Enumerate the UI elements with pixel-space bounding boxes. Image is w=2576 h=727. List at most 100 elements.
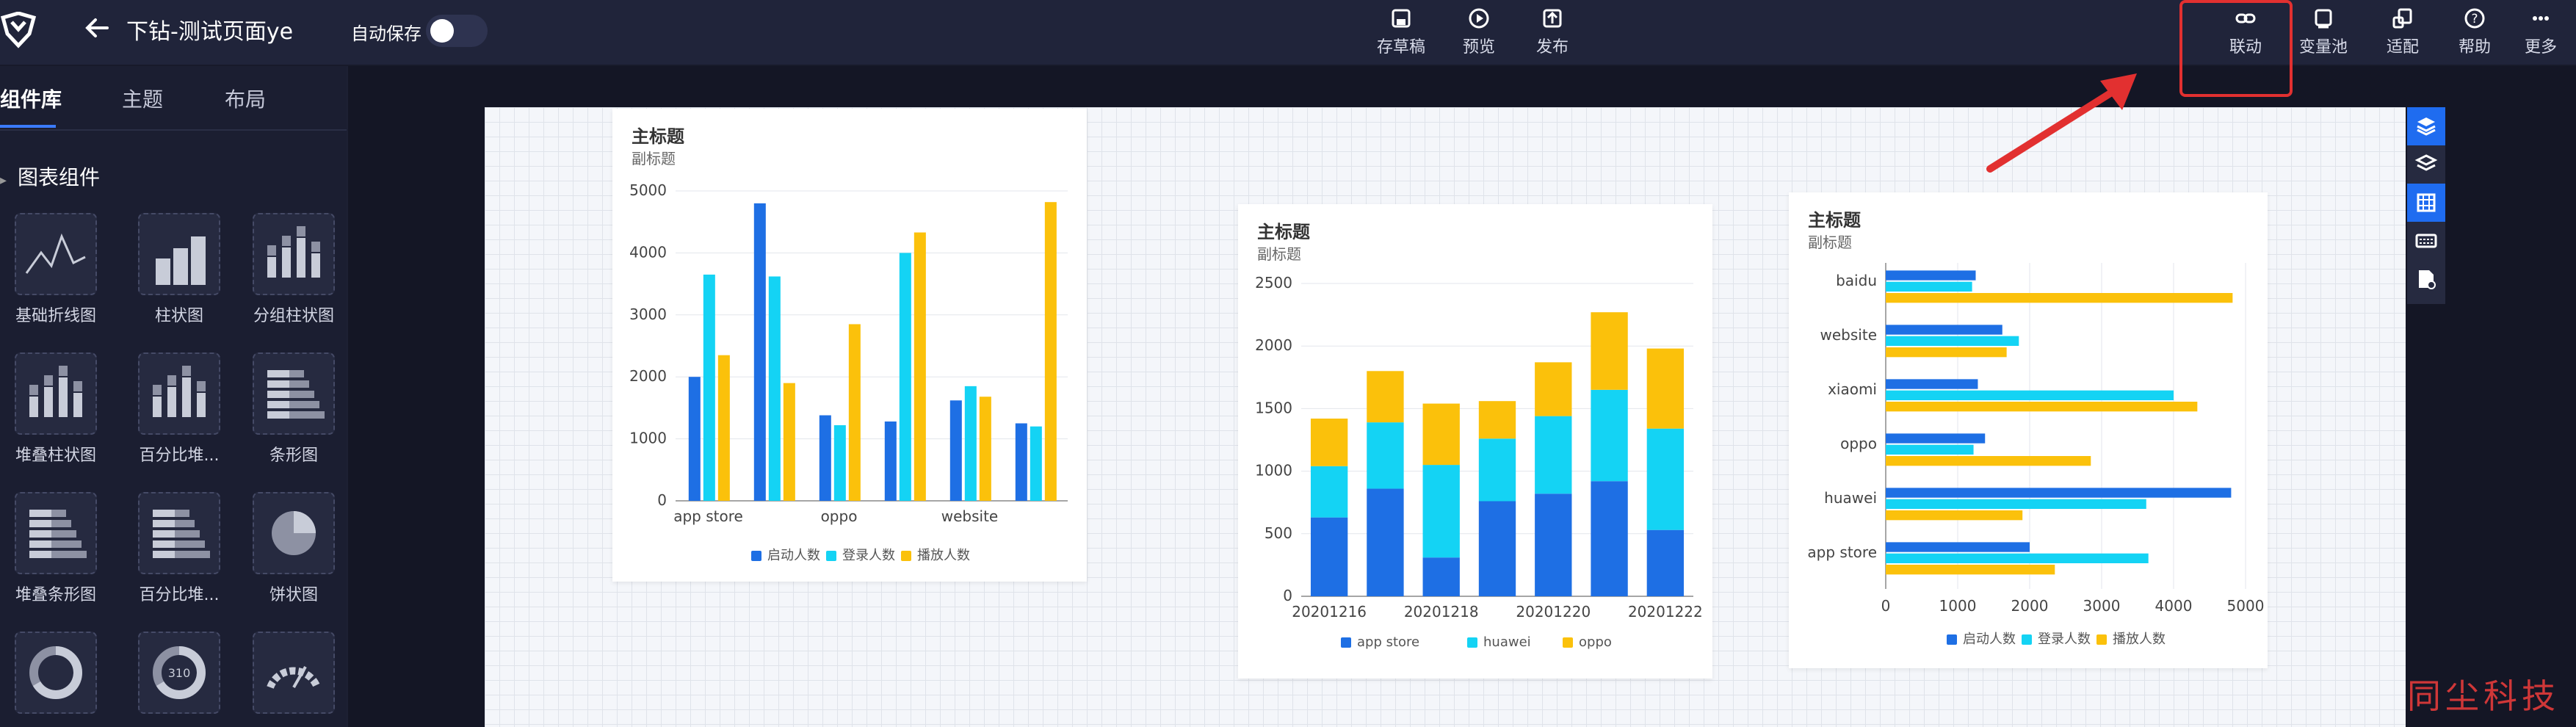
settings-button[interactable]	[2407, 260, 2445, 298]
x-tick-label: website	[941, 507, 998, 525]
component-label: 百分比堆...	[139, 586, 220, 604]
legend-label: huawei	[1483, 634, 1531, 650]
autosave-toggle[interactable]	[426, 15, 488, 47]
save-draft-button[interactable]: 存草稿	[1366, 6, 1436, 57]
document-gear-icon	[2419, 270, 2436, 289]
component-bar-chart[interactable]: 柱状图	[120, 213, 238, 326]
watermark-text: 同尘科技	[2407, 676, 2560, 716]
chart-card-3[interactable]: 主标题 副标题 0 1000 2000 3000 4000 5000 baidu websit…	[1789, 192, 2268, 668]
active-tab-indicator	[0, 125, 56, 128]
bar	[913, 232, 926, 501]
component-label: 基础折线图	[15, 307, 96, 325]
publish-button[interactable]: 发布	[1517, 6, 1588, 57]
component-stacked-bar[interactable]: 堆叠柱状图	[0, 352, 115, 466]
autosave-label: 自动保存	[351, 23, 422, 44]
legend-label: 登录人数	[842, 548, 895, 563]
stacked-bar-segment	[1591, 481, 1628, 596]
stacked-bar-icon	[15, 352, 97, 435]
y-tick-label: 2000	[629, 367, 667, 385]
percent-stacked-horizontal-icon-glyph	[153, 510, 210, 558]
bar	[1886, 336, 2019, 346]
variable-pool-button[interactable]: 变量池	[2288, 6, 2359, 57]
component-gauge[interactable]	[235, 632, 352, 721]
bar	[703, 274, 715, 501]
component-pie-chart[interactable]: 饼状图	[235, 492, 352, 605]
stack-button[interactable]	[2407, 145, 2445, 184]
layers-button[interactable]	[2407, 107, 2445, 145]
preview-button[interactable]: 预览	[1444, 6, 1514, 57]
bar	[1886, 293, 2233, 303]
legend-label: 启动人数	[767, 548, 820, 563]
y-tick-label: baidu	[1836, 272, 1877, 289]
stacked-bar-segment	[1535, 362, 1572, 416]
bar	[768, 276, 781, 501]
component-percent-stacked-bar[interactable]: 百分比堆...	[120, 352, 238, 466]
x-tick-label: 0	[1881, 597, 1891, 615]
legend-swatch	[1341, 637, 1351, 648]
stacked-horizontal-bar-icon	[15, 492, 97, 574]
help-button[interactable]: ? 帮助	[2439, 6, 2510, 57]
y-tick-label: 3000	[629, 305, 667, 323]
ring-number-icon: 310	[138, 632, 220, 714]
grouped-bar-icon-glyph	[267, 226, 320, 278]
component-ring-chart[interactable]	[0, 632, 115, 721]
component-grouped-bar[interactable]: 分组柱状图	[235, 213, 352, 326]
back-arrow-icon[interactable]	[82, 13, 112, 43]
publish-icon	[1543, 9, 1562, 28]
link-label: 联动	[2229, 38, 2262, 57]
chart-card-1[interactable]: 主标题 副标题 0 1000 2000 3000 4000 5000 app store op…	[612, 109, 1087, 582]
variable-pool-label: 变量池	[2298, 38, 2348, 57]
stacked-bar-segment	[1422, 465, 1460, 558]
link-button[interactable]: 联动	[2210, 6, 2281, 57]
stacked-bar-segment	[1591, 389, 1628, 482]
grid-button[interactable]	[2407, 184, 2445, 222]
component-horizontal-bar[interactable]: 条形图	[235, 352, 352, 466]
bar	[1886, 270, 1976, 281]
y-tick-label: 1500	[1255, 399, 1292, 416]
tab-theme[interactable]: 主题	[122, 87, 164, 112]
chart-title: 主标题	[1257, 222, 1310, 242]
stacked-bar-segment	[1646, 428, 1685, 530]
keyboard-icon	[2415, 234, 2437, 248]
component-ring-number[interactable]: 310	[120, 632, 238, 721]
gauge-icon-glyph	[267, 666, 321, 689]
legend-label: 登录人数	[2038, 632, 2091, 647]
more-button[interactable]: 更多	[2506, 6, 2576, 57]
preview-label: 预览	[1462, 38, 1495, 57]
component-line-chart[interactable]: 基础折线图	[0, 213, 115, 326]
adapt-button[interactable]: 适配	[2367, 6, 2438, 57]
x-tick-label: 2000	[2011, 597, 2049, 615]
y-tick-label: 0	[657, 491, 667, 509]
y-tick-label: website	[1820, 326, 1877, 344]
app-logo-icon[interactable]	[0, 12, 37, 48]
bar	[717, 355, 730, 501]
section-header[interactable]: ▸ 图表组件	[0, 162, 100, 191]
bar	[1886, 553, 2149, 563]
component-label: 堆叠柱状图	[15, 446, 96, 465]
ring-number-value: 310	[168, 666, 191, 680]
legend-swatch	[1563, 637, 1573, 648]
help-icon: ?	[2464, 8, 2485, 29]
save-draft-icon	[1392, 9, 1411, 28]
y-tick-label: 2000	[1255, 336, 1292, 354]
percent-stacked-horizontal-icon	[138, 492, 220, 574]
component-label: 百分比堆...	[139, 446, 220, 465]
toggle-knob	[430, 19, 454, 43]
tab-components[interactable]: 组件库	[0, 87, 62, 112]
component-label: 堆叠条形图	[15, 586, 96, 604]
component-percent-stacked-horizontal[interactable]: 百分比堆...	[120, 492, 238, 605]
stacked-bar-segment	[1367, 371, 1404, 423]
line-chart-icon	[15, 213, 97, 295]
y-tick-label: 4000	[629, 243, 667, 261]
bar	[964, 386, 977, 501]
keyboard-button[interactable]	[2407, 222, 2445, 260]
top-bar: 下钻-测试页面ye 自动保存 存草稿 预览 发布 联动 变量池 适配 ? 帮助 …	[0, 0, 2576, 66]
y-tick-label: 0	[1283, 587, 1292, 604]
y-tick-label: 1000	[629, 430, 667, 447]
x-tick-label: 1000	[1939, 597, 1977, 615]
component-stacked-horizontal-bar[interactable]: 堆叠条形图	[0, 492, 115, 605]
percent-stacked-bar-icon	[138, 352, 220, 435]
legend-label: 启动人数	[1963, 632, 2016, 647]
chart-card-2[interactable]: 主标题 副标题 0 500 1000 1500 2000 2500 20201216 2020…	[1238, 204, 1712, 679]
tab-layout[interactable]: 布局	[225, 87, 267, 112]
